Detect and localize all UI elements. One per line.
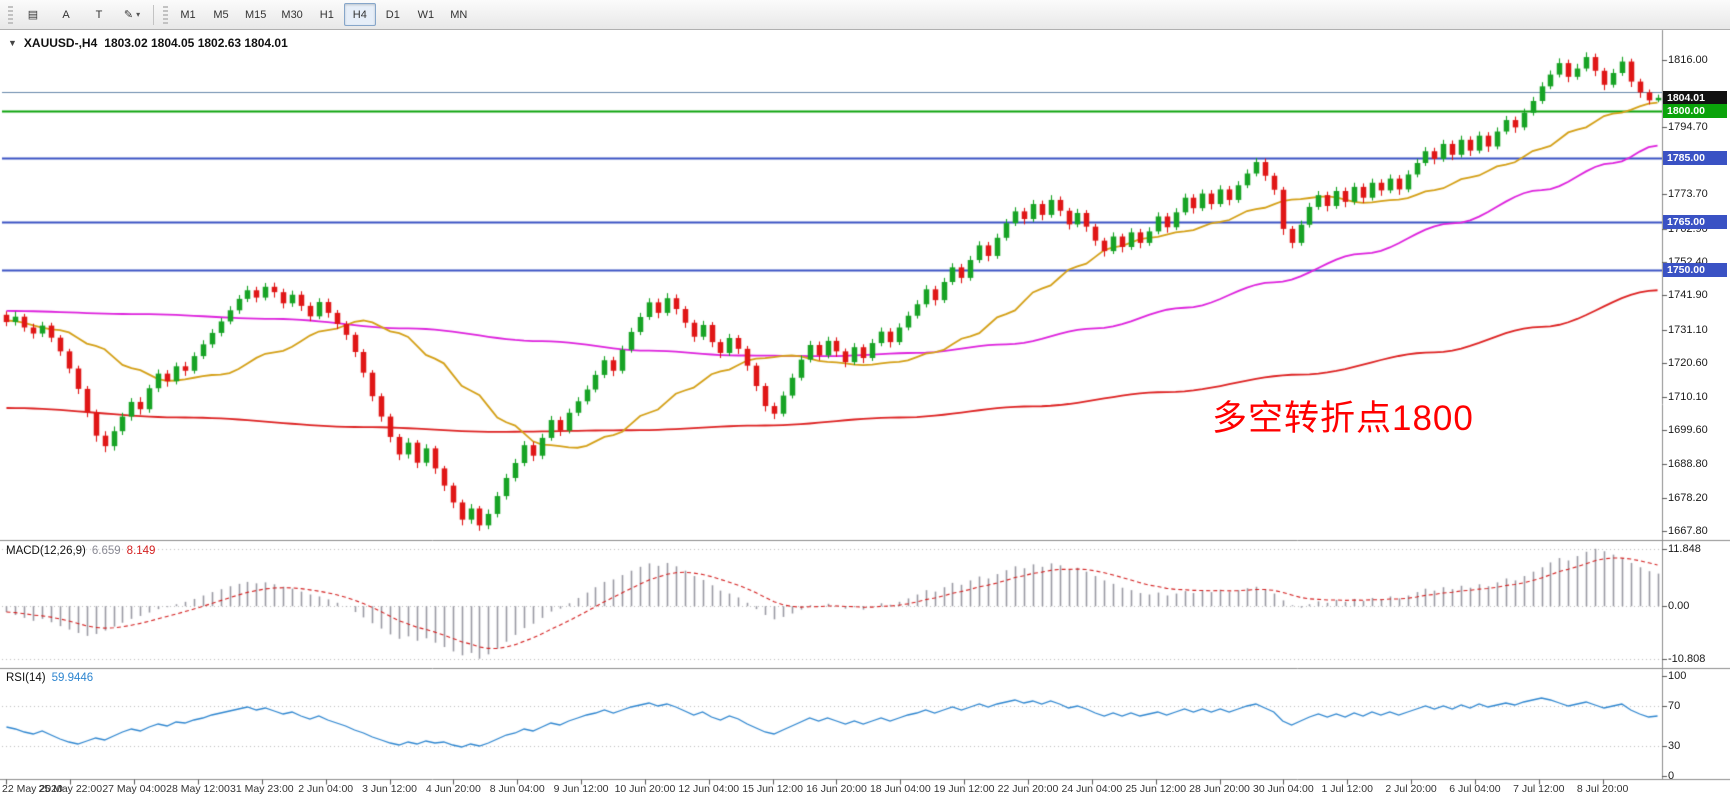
time-axis-label: 8 Jul 20:00 [1576, 783, 1629, 795]
timeframe-button-m5[interactable]: M5 [213, 8, 229, 21]
timeframe-group: M1 M5 M15 M30 H1 H4 D1 W1 MN [172, 3, 475, 26]
timeframe-button-m1[interactable]: M1 [180, 8, 196, 21]
chart-list-icon[interactable]: ▤ [27, 9, 39, 21]
time-axis-label: 22 Jun 20:00 [997, 783, 1059, 795]
price-axis-label: 1710.10 [1668, 390, 1708, 403]
price-axis-label: 1688.80 [1668, 458, 1708, 471]
timeframe-button-m15[interactable]: M15 [245, 8, 267, 21]
rsi-name: RSI(14) [6, 672, 46, 684]
timeframe-button-h4[interactable]: H4 [343, 3, 376, 26]
macd-axis-label: 0.00 [1668, 600, 1690, 613]
text-tool-icon[interactable]: T [95, 8, 103, 21]
time-axis-label: 12 Jun 04:00 [678, 783, 740, 795]
chart-title: ▼ XAUUSD-,H4 1803.02 1804.05 1802.63 180… [8, 36, 288, 50]
rsi-axis-label: 100 [1668, 670, 1687, 682]
time-axis-label: 30 Jun 04:00 [1253, 783, 1314, 795]
timeframe-button-m30[interactable]: M30 [281, 8, 303, 21]
macd-indicator-label: MACD(12,26,9) 6.659 8.149 [6, 545, 155, 557]
toolbar: ▤ A T ✎ ▾ M1 M5 M15 M30 H1 H4 D1 W1 MN [0, 0, 1730, 30]
rsi-axis-label: 0 [1668, 770, 1675, 782]
time-axis-label: 24 Jun 04:00 [1061, 783, 1123, 795]
time-axis-label: 28 May 12:00 [166, 783, 230, 795]
level-1765-badge: 1765.00 [1663, 214, 1727, 229]
time-axis-label: 31 May 23:00 [230, 783, 294, 795]
toolbar-separator [153, 4, 154, 25]
timeframe-button-w1[interactable]: W1 [417, 8, 435, 21]
timeframe-button-d1[interactable]: D1 [385, 8, 400, 21]
time-axis-label: 3 Jun 12:00 [362, 783, 417, 795]
time-axis-label: 22 May 2020 [2, 783, 63, 795]
last-price-badge: 1804.01 [1663, 90, 1727, 105]
time-axis-label: 2 Jul 20:00 [1385, 783, 1437, 795]
macd-axis-label: -10.808 [1668, 652, 1706, 665]
time-axis-label: 25 May 22:00 [38, 783, 103, 795]
time-axis-label: 19 Jun 12:00 [933, 783, 995, 795]
price-axis-label: 1731.10 [1668, 323, 1708, 336]
ohlc-values: 1803.02 1804.05 1802.63 1804.01 [104, 36, 288, 50]
rsi-axis-label: 30 [1668, 740, 1681, 752]
rsi-value: 59.9446 [51, 672, 94, 684]
time-axis-label: 8 Jun 04:00 [489, 783, 545, 795]
time-axis-label: 25 Jun 12:00 [1125, 783, 1187, 795]
price-axis-label: 1667.80 [1668, 525, 1708, 538]
price-axis-label: 1678.20 [1668, 492, 1708, 504]
time-axis-label: 16 Jun 20:00 [806, 783, 867, 795]
time-axis-label: 18 Jun 04:00 [869, 783, 931, 795]
rsi-axis-label: 70 [1668, 700, 1681, 712]
time-axis-label: 28 Jun 20:00 [1189, 783, 1250, 795]
rsi-indicator-label: RSI(14) 59.9446 [6, 672, 93, 684]
price-axis-label: 1794.70 [1668, 121, 1708, 134]
time-axis-label: 1 Jul 12:00 [1321, 783, 1373, 795]
macd-axis-label: 11.848 [1668, 542, 1701, 555]
time-axis-label: 27 May 04:00 [102, 783, 166, 795]
draw-tools-icon[interactable]: ✎ ▾ [123, 9, 141, 21]
price-axis-label: 1816.00 [1668, 53, 1708, 66]
time-axis-label: 15 Jun 12:00 [742, 783, 803, 795]
toolbar-grip[interactable] [8, 5, 13, 24]
price-axis-label: 1741.90 [1668, 289, 1708, 302]
time-axis-label: 6 Jul 04:00 [1449, 783, 1501, 795]
time-axis-label: 2 Jun 04:00 [298, 783, 354, 795]
timeframe-button-mn[interactable]: MN [450, 8, 468, 21]
level-1800-badge: 1800.00 [1663, 103, 1727, 118]
time-axis-label: 10 Jun 20:00 [614, 783, 676, 795]
macd-name: MACD(12,26,9) [6, 545, 86, 557]
time-axis-label: 9 Jun 12:00 [553, 783, 609, 795]
drawing-tools-group: ▤ A T ✎ ▾ [17, 3, 148, 26]
level-1785-badge: 1785.00 [1663, 151, 1727, 166]
macd-signal-value: 8.149 [126, 545, 156, 557]
chart-annotation-text[interactable]: 多空转折点1800 [1212, 399, 1474, 438]
price-axis-label: 1699.60 [1668, 423, 1708, 436]
time-axis-label: 7 Jul 12:00 [1513, 783, 1565, 795]
timeframe-button-h1[interactable]: H1 [319, 8, 334, 21]
dropdown-caret-icon: ▾ [136, 10, 141, 19]
price-axis-label: 1720.60 [1668, 357, 1708, 370]
toolbar-grip[interactable] [163, 5, 168, 24]
time-axis-label: 4 Jun 20:00 [425, 783, 481, 795]
symbol-dropdown-icon[interactable]: ▼ [8, 38, 17, 48]
text-annotation-icon[interactable]: A [62, 8, 70, 21]
macd-main-value: 6.659 [91, 545, 121, 557]
symbol-period-label: XAUUSD-,H4 [23, 36, 98, 50]
price-axis-label: 1773.70 [1668, 188, 1708, 201]
level-1750-badge: 1750.00 [1663, 262, 1727, 277]
